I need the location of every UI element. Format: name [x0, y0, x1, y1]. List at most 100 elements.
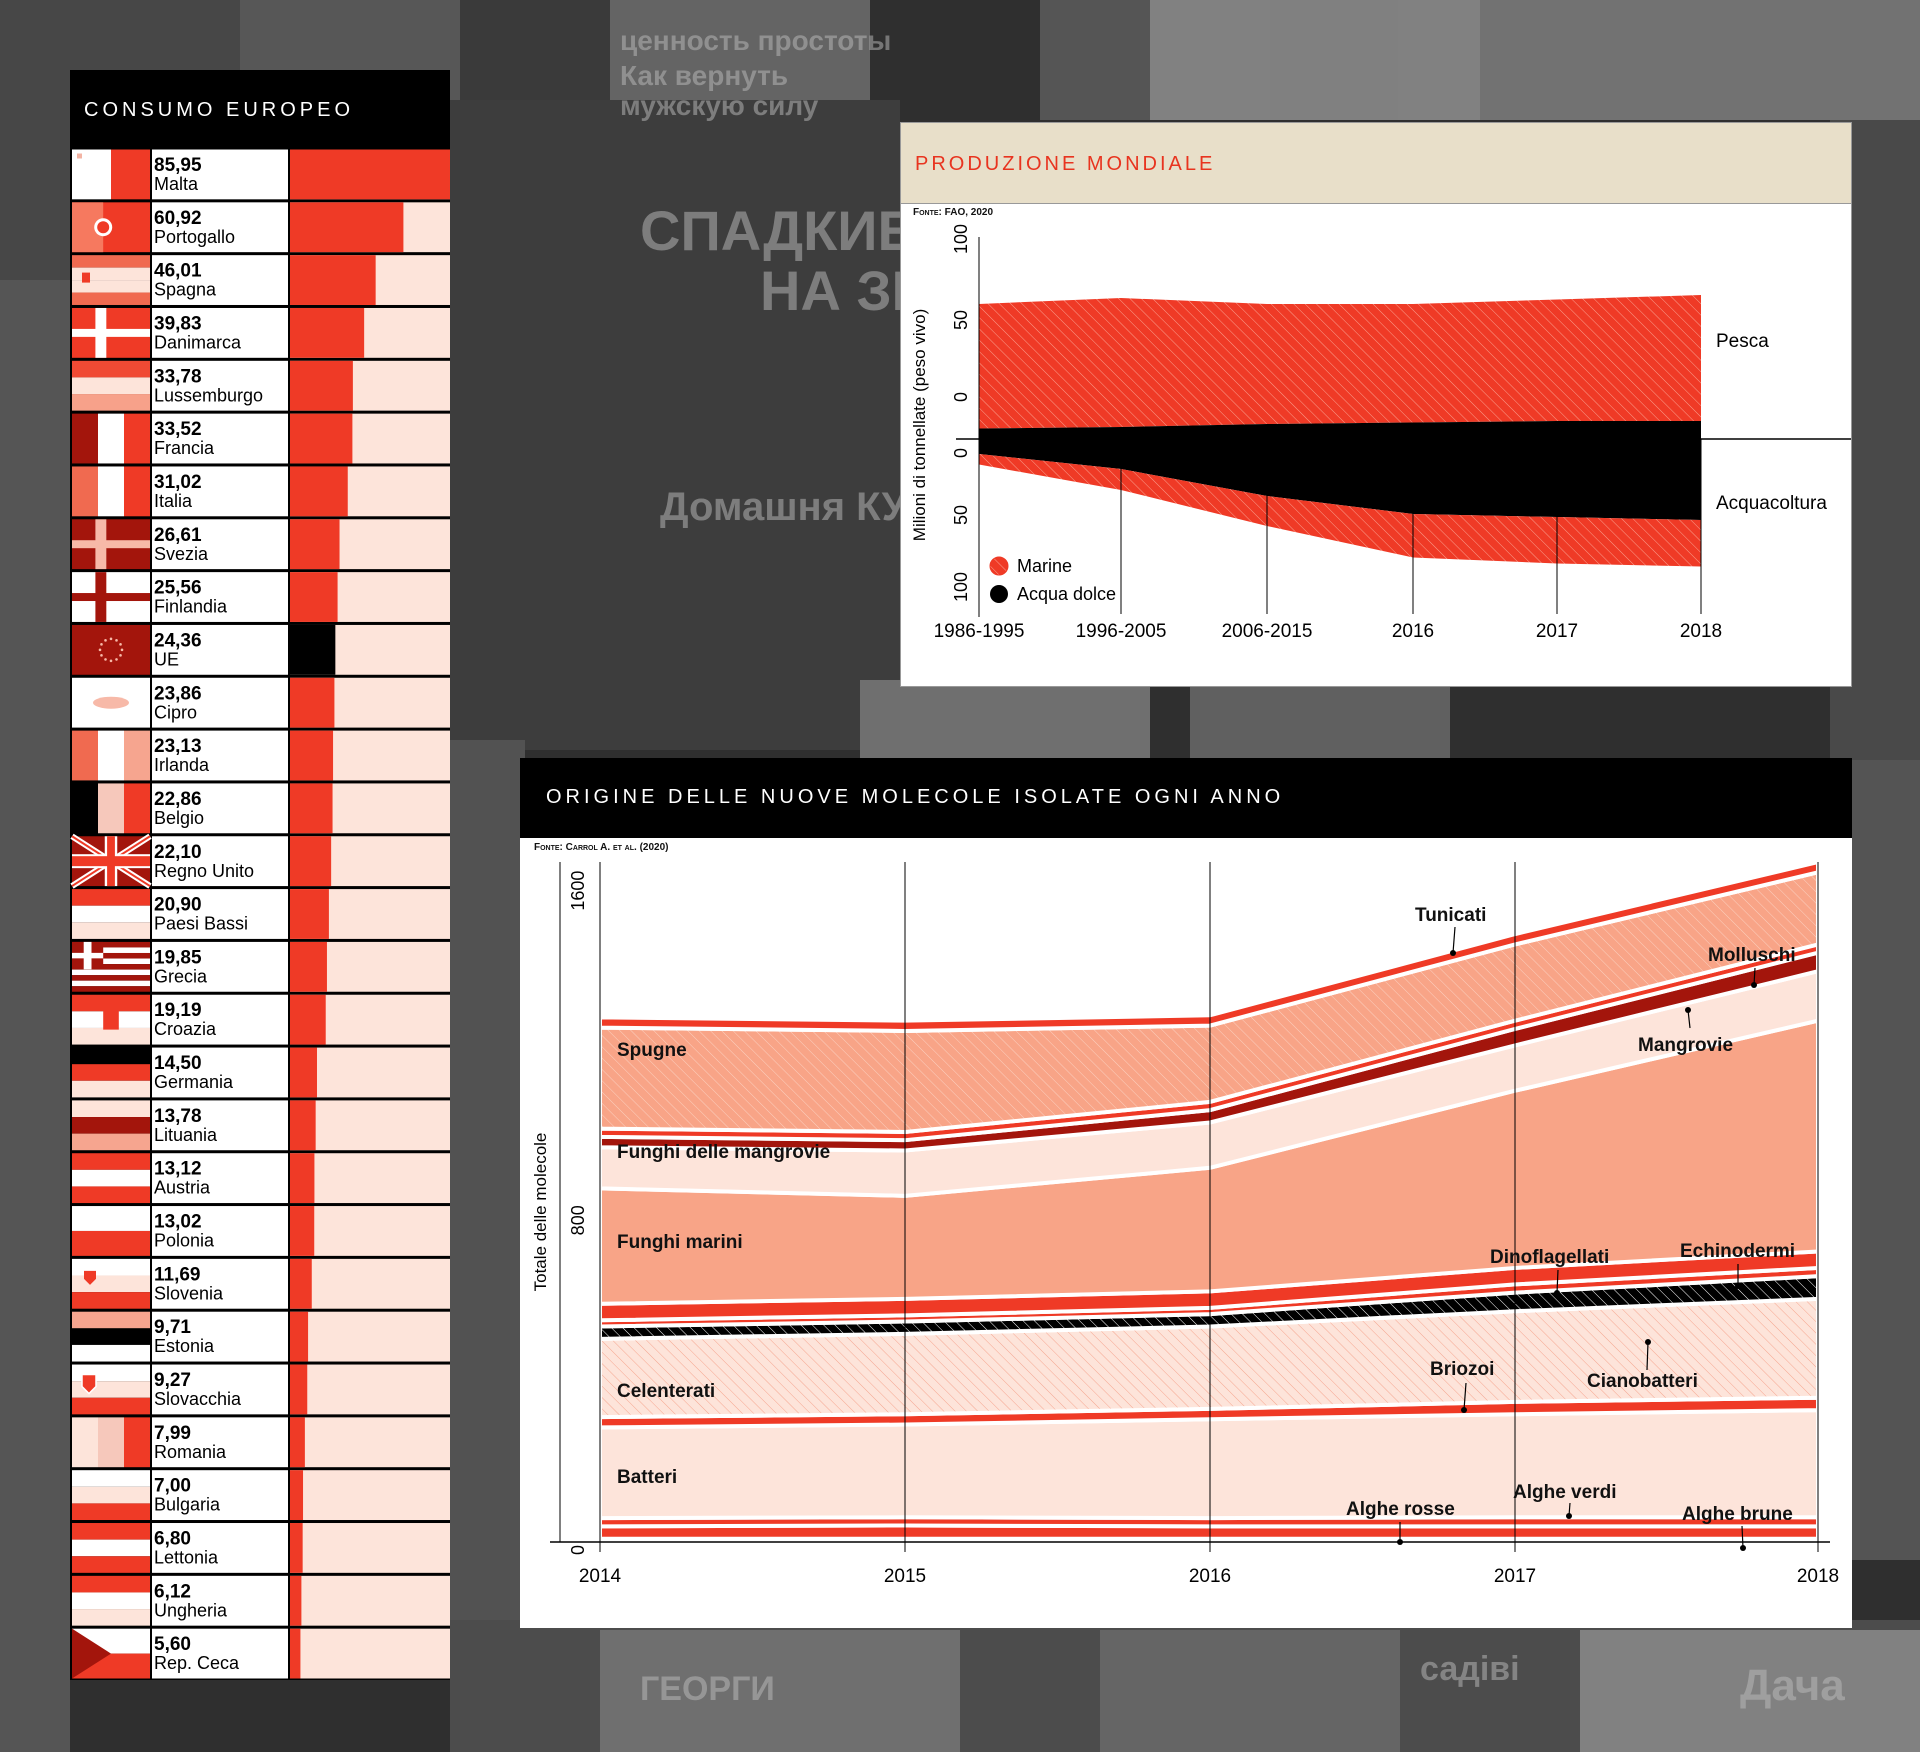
- consumo-bar: [290, 677, 335, 728]
- pesca-marine-area: [979, 295, 1701, 429]
- leader-dinoflagellati: [1556, 1269, 1559, 1294]
- consumo-bar: [290, 360, 353, 411]
- consumo-label-bg: [152, 1364, 288, 1415]
- consumo-value: 39,83: [154, 313, 202, 334]
- label-spugne: Spugne: [617, 1040, 687, 1061]
- consumo-value: 13,02: [154, 1212, 202, 1233]
- svg-text:Как вернуть: Как вернуть: [620, 60, 788, 91]
- molecole-title: ORIGINE DELLE NUOVE MOLECOLE ISOLATE OGN…: [520, 758, 1852, 838]
- label-dinoflagellati: Dinoflagellati: [1490, 1247, 1609, 1268]
- legend-marine-label: Marine: [1017, 556, 1072, 576]
- consumo-country: Finlandia: [154, 597, 228, 617]
- y-tick-label: 800: [568, 1205, 588, 1235]
- consumo-bar: [290, 1470, 304, 1521]
- consumo-country: Austria: [154, 1178, 211, 1198]
- consumo-bar: [290, 519, 340, 570]
- consumo-country: Malta: [154, 174, 199, 194]
- leader-molluschi-dot: [1751, 982, 1757, 988]
- leader-cianobatteri-dot: [1645, 1339, 1651, 1345]
- consumo-label-bg: [152, 730, 288, 781]
- label-alghe-rosse: Alghe rosse: [1346, 1499, 1455, 1520]
- consumo-country: Rep. Ceca: [154, 1653, 240, 1673]
- leader-echinodermi-dot: [1735, 1283, 1741, 1289]
- svg-text:Дача: Дача: [1740, 1661, 1845, 1710]
- consumo-label-bg: [152, 519, 288, 570]
- consumo-country: Paesi Bassi: [154, 914, 248, 934]
- consumo-value: 22,10: [154, 842, 202, 863]
- consumo-bar: [290, 1206, 315, 1256]
- consumo-country: Cipro: [154, 702, 197, 722]
- legend-dolce-swatch: [990, 585, 1008, 603]
- consumo-bar-track: [290, 1100, 450, 1151]
- y-tick-label: 1600: [568, 871, 588, 911]
- consumo-bar: [290, 836, 332, 887]
- x-tick-label: 1996-2005: [1076, 621, 1167, 642]
- consumo-label-bg: [152, 1470, 288, 1521]
- consumo-value: 6,80: [154, 1529, 191, 1550]
- consumo-value: 85,95: [154, 155, 202, 176]
- consumo-panel: CONSUMO EUROPEO 85,95 Malta 60,92 Portogall…: [70, 70, 450, 1680]
- consumo-country: Lettonia: [154, 1548, 219, 1568]
- leader-cianobatteri: [1646, 1341, 1649, 1371]
- flag-germany-icon: [72, 1047, 150, 1098]
- y-tick-label: 50: [951, 505, 971, 525]
- molecole-stream-chart: 2014 2015 2016 2017 2018 1600 800 0 Totale delle…: [531, 859, 1839, 1587]
- y-tick-label: 0: [951, 448, 971, 458]
- consumo-bar-track: [290, 1153, 450, 1204]
- consumo-bar: [290, 1417, 305, 1468]
- consumo-bar: [290, 1575, 302, 1626]
- consumo-bar: [290, 572, 338, 622]
- consumo-bar: [290, 783, 333, 834]
- consumo-label-bg: [152, 889, 288, 939]
- label-funghi-mangrovie: Funghi delle mangrovie: [617, 1142, 830, 1163]
- flag-croatia-icon: [72, 994, 150, 1045]
- flag-bulgaria-icon: [72, 1470, 150, 1521]
- label-batteri: Batteri: [617, 1467, 677, 1488]
- consumo-label-bg: [152, 413, 288, 464]
- flag-latvia-icon: [72, 1523, 150, 1573]
- consumo-bar: [290, 307, 365, 358]
- consumo-value: 7,00: [154, 1476, 191, 1497]
- consumo-label-bg: [152, 941, 288, 992]
- molecole-source: Fonte: Carrol A. et al. (2020): [534, 842, 669, 853]
- consumo-label-bg: [152, 149, 288, 200]
- consumo-label-bg: [152, 255, 288, 305]
- produzione-source: Fonte: FAO, 2020: [913, 207, 994, 218]
- consumo-value: 19,19: [154, 1000, 202, 1021]
- label-cianobatteri: Cianobatteri: [1587, 1371, 1698, 1392]
- consumo-bar: [290, 413, 353, 464]
- consumo-label-bg: [152, 677, 288, 728]
- produzione-header: PRODUZIONE MONDIALE: [901, 123, 1851, 204]
- consumo-bar-track: [290, 1628, 450, 1679]
- consumo-bar: [290, 1523, 303, 1573]
- consumo-country: Svezia: [154, 544, 209, 564]
- consumo-country: Slovenia: [154, 1283, 224, 1303]
- leader-tunicati-dot: [1450, 950, 1456, 956]
- consumo-country: Grecia: [154, 966, 208, 986]
- consumo-label-bg: [152, 1628, 288, 1679]
- consumo-label-bg: [152, 360, 288, 411]
- consumo-country: Regno Unito: [154, 861, 254, 881]
- x-tick-label: 2014: [579, 1566, 622, 1587]
- flag-sweden-icon: [72, 519, 150, 570]
- x-tick-label: 2018: [1680, 621, 1722, 642]
- label-molluschi: Molluschi: [1708, 945, 1796, 966]
- consumo-bar: [290, 624, 336, 675]
- consumo-country: Croazia: [154, 1019, 217, 1039]
- consumo-value: 6,12: [154, 1581, 191, 1602]
- consumo-country: UE: [154, 649, 179, 669]
- consumo-value: 60,92: [154, 208, 202, 229]
